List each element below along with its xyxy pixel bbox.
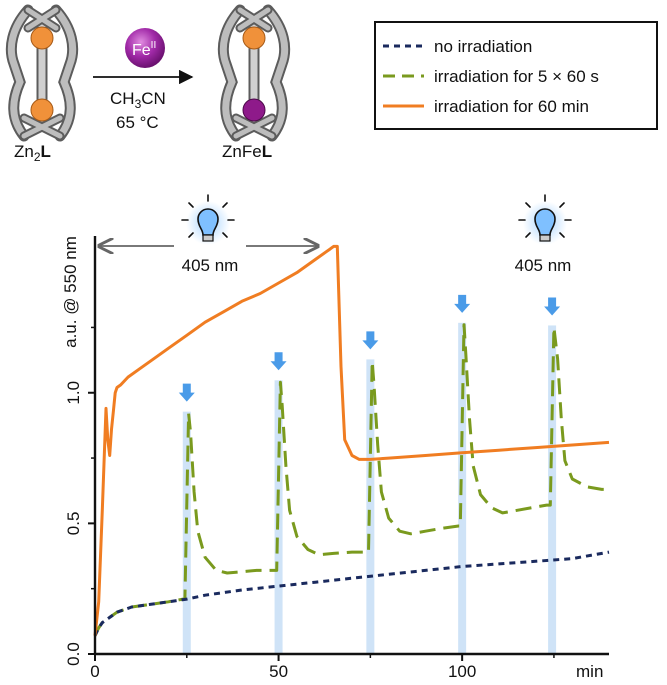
light-bulb-icon — [181, 194, 235, 245]
series-line-3 — [93, 244, 610, 636]
irradiation-arrow-icon — [544, 297, 561, 316]
legend: no irradiation irradiation for 5 × 60 s ir… — [374, 21, 658, 130]
reaction-scheme: Zn2L FeII CH3CN 65 °C ZnFeL — [5, 4, 291, 164]
series-lines — [93, 244, 610, 637]
x-tick-label: 50 — [269, 662, 288, 680]
plot-area: 0 50 100 0.0 0.5 1.0 a.u. @ 550 nm min — [61, 236, 610, 681]
wavelength-label-left: 405 nm — [182, 256, 239, 275]
y-tick-label: 1.0 — [64, 381, 83, 405]
axes: 0 50 100 0.0 0.5 1.0 — [64, 236, 609, 681]
annotations: 405 nm 405 nm — [99, 194, 572, 275]
irradiation-pulse-bar — [366, 359, 375, 654]
zn-atom-bottom-icon — [30, 98, 54, 122]
x-axis-label: min — [576, 662, 603, 680]
x-tick-label: 0 — [90, 662, 99, 680]
conditions-temperature: 65 °C — [116, 113, 159, 132]
fe-reagent-label: FeII — [132, 40, 156, 59]
irradiation-arrow-icon — [454, 294, 471, 313]
zn-atom-icon — [242, 26, 266, 50]
legend-label: no irradiation — [434, 37, 532, 56]
series-line-1 — [93, 550, 610, 637]
product-cage-icon — [217, 4, 291, 142]
conditions-solvent: CH3CN — [110, 89, 166, 111]
reactant-label: Zn2L — [14, 142, 51, 164]
zn-atom-top-icon — [30, 26, 54, 50]
reactant-cage-icon — [5, 4, 79, 142]
fe-atom-icon — [242, 98, 266, 122]
x-tick-label: 100 — [448, 662, 476, 680]
irradiation-arrow-icon — [362, 331, 379, 350]
wavelength-label-right: 405 nm — [515, 256, 572, 275]
series-line-2 — [93, 323, 609, 637]
irradiation-arrow-icon — [270, 352, 287, 371]
fe-reagent-icon — [125, 28, 165, 68]
legend-label: irradiation for 5 × 60 s — [434, 67, 599, 86]
legend-label: irradiation for 60 min — [434, 97, 589, 116]
y-tick-label: 0.0 — [64, 642, 83, 666]
y-axis-label: a.u. @ 550 nm — [61, 236, 80, 348]
light-bulb-icon-right — [518, 194, 572, 245]
product-label: ZnFeL — [222, 142, 272, 161]
legend-entries: no irradiation irradiation for 5 × 60 s ir… — [383, 37, 599, 116]
y-tick-label: 0.5 — [64, 512, 83, 536]
irradiation-arrow-icon — [178, 383, 195, 402]
